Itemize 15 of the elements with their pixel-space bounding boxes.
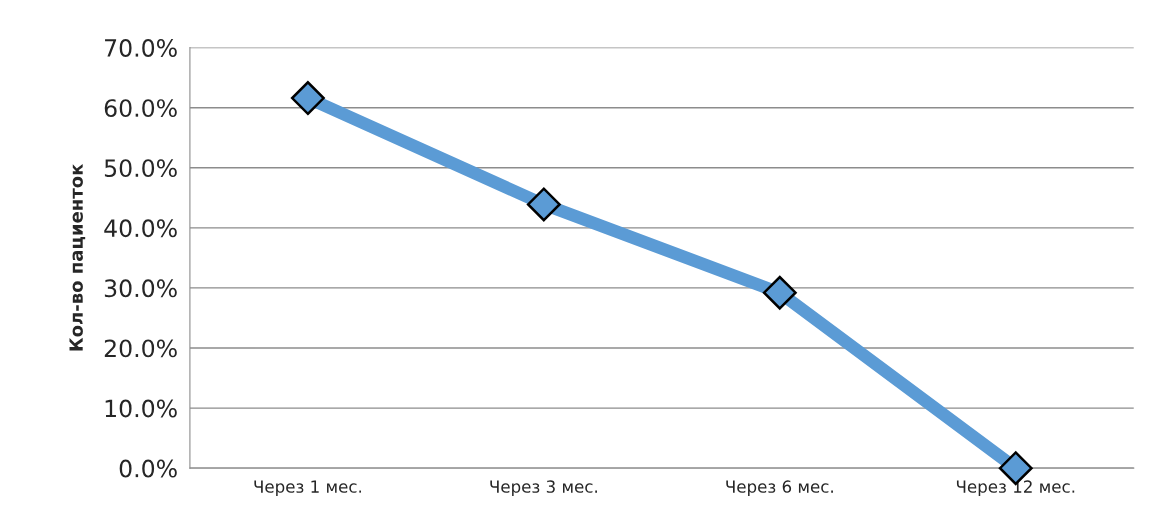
y-tick-label: 60.0% [104, 99, 177, 117]
y-tick-label: 20.0% [104, 339, 177, 358]
x-tick-label: Через 1 мес. [254, 480, 362, 497]
y-tick-label: 10.0% [105, 399, 177, 418]
y-tick-label: 70.0% [105, 39, 177, 57]
y-tick-label: 40.0% [104, 219, 177, 238]
y-tick-label: 0.0% [119, 459, 177, 478]
y-axis-title: Кол-во пациенток [69, 163, 86, 351]
y-tick-label: 30.0% [104, 279, 177, 298]
y-tick-label: 50.0% [104, 159, 177, 178]
point [290, 81, 325, 116]
x-tick-label: Через 6 мес. [726, 480, 833, 497]
x-tick-label: Через 3 мес. [490, 480, 597, 497]
point [762, 275, 797, 310]
point [526, 187, 561, 222]
